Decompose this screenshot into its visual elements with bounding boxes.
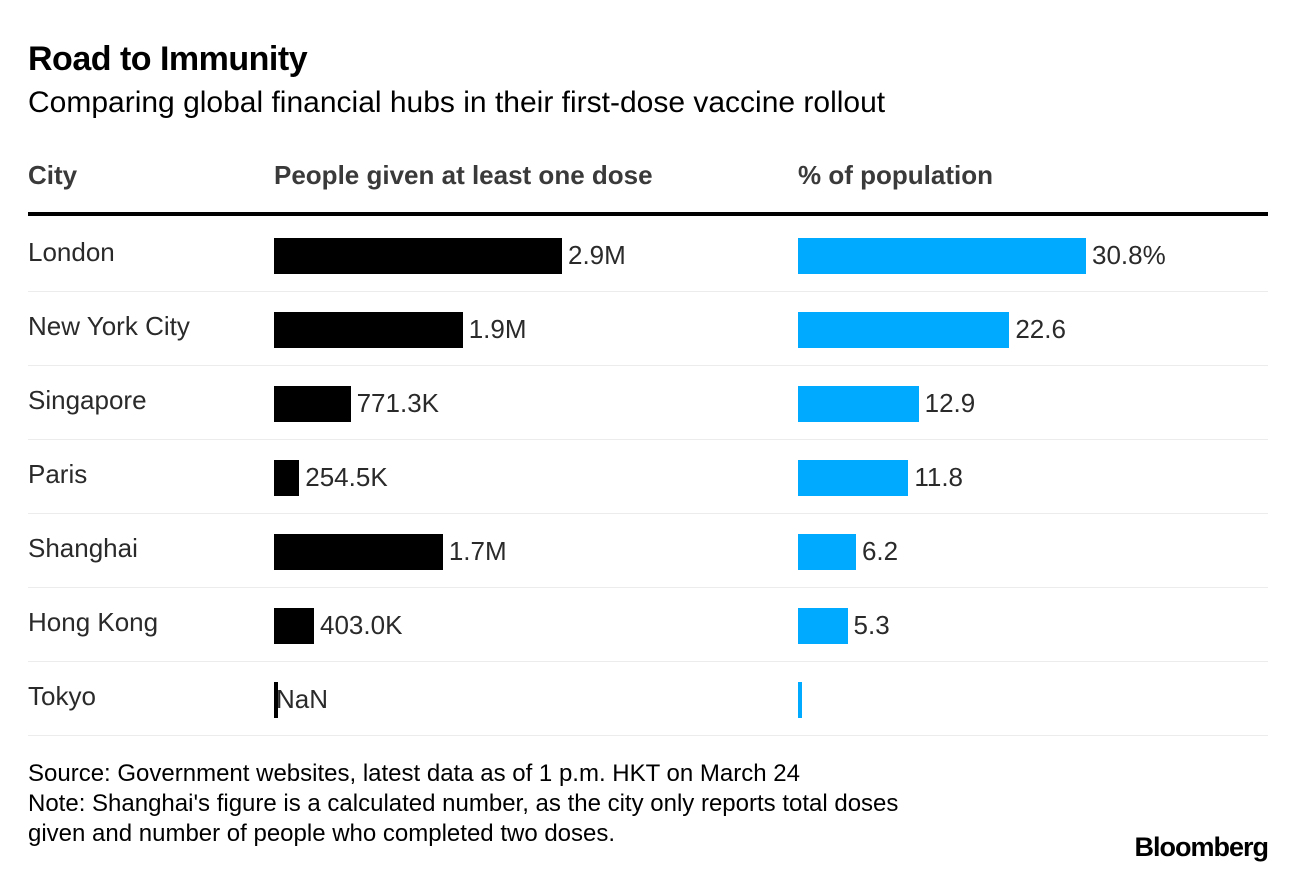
doses-bar: [274, 386, 351, 422]
table-row: Singapore 771.3K 12.9: [0, 365, 1296, 439]
percent-bar: [798, 386, 919, 422]
city-label: Singapore: [28, 385, 147, 415]
percent-value-label: 30.8%: [1092, 240, 1166, 270]
bloomberg-logo: Bloomberg: [1134, 832, 1269, 862]
doses-value-label: 771.3K: [356, 388, 439, 418]
source-note: Source: Government websites, latest data…: [28, 760, 800, 787]
table-row: Shanghai 1.7M 6.2: [0, 513, 1296, 587]
city-label: Hong Kong: [28, 607, 159, 637]
percent-value-label: 12.9: [924, 388, 976, 418]
city-label: London: [28, 237, 115, 267]
percent-bar: [798, 238, 1086, 274]
table-row: New York City 1.9M 22.6: [0, 291, 1296, 365]
percent-value-label: 6.2: [861, 536, 899, 566]
row-divider: [28, 661, 1268, 662]
footnote-line-2: given and number of people who completed…: [28, 820, 616, 847]
table-row: London 2.9M 30.8%: [0, 217, 1296, 291]
city-label: Shanghai: [28, 533, 138, 563]
row-divider: [28, 513, 1268, 514]
doses-value-label: 254.5K: [305, 462, 388, 492]
doses-bar: [274, 534, 443, 570]
footnote-line-1: Note: Shanghai's figure is a calculated …: [28, 790, 899, 817]
doses-bar: [274, 312, 463, 348]
doses-bar: [274, 608, 315, 644]
doses-value-label: NaN: [276, 684, 329, 714]
doses-value-label: 2.9M: [568, 240, 626, 270]
row-divider: [28, 587, 1268, 588]
table-row: Hong Kong 403.0K 5.3: [0, 587, 1296, 661]
percent-bar: [798, 460, 909, 496]
city-label: Paris: [28, 459, 88, 489]
percent-value-label: 22.6: [1015, 314, 1066, 344]
row-divider: [28, 365, 1268, 366]
column-header-doses: People given at least one dose: [274, 160, 653, 190]
percent-bar: [798, 534, 856, 570]
doses-value-label: 403.0K: [320, 610, 403, 640]
table-row: Tokyo NaN: [0, 661, 1296, 735]
percent-bar: [798, 608, 848, 644]
chart-subtitle: Comparing global financial hubs in their…: [28, 86, 886, 119]
percent-bar: [798, 312, 1010, 348]
chart-title: Road to Immunity: [28, 40, 308, 78]
percent-value-label: 11.8: [914, 462, 964, 492]
row-divider: [28, 291, 1268, 292]
row-divider: [28, 439, 1268, 440]
doses-value-label: 1.9M: [468, 314, 527, 344]
table-row: Paris 254.5K 11.8: [0, 439, 1296, 513]
percent-bar: [798, 682, 802, 718]
row-divider: [28, 735, 1268, 736]
doses-bar: [274, 682, 278, 718]
city-label: New York City: [28, 311, 190, 341]
column-header-city: City: [28, 160, 78, 190]
city-label: Tokyo: [28, 681, 96, 711]
doses-bar: [274, 238, 562, 274]
doses-value-label: 1.7M: [448, 536, 507, 566]
percent-value-label: 5.3: [853, 610, 890, 640]
column-header-percent: % of population: [798, 160, 993, 190]
header-rule: [28, 212, 1268, 216]
doses-bar: [274, 460, 300, 496]
